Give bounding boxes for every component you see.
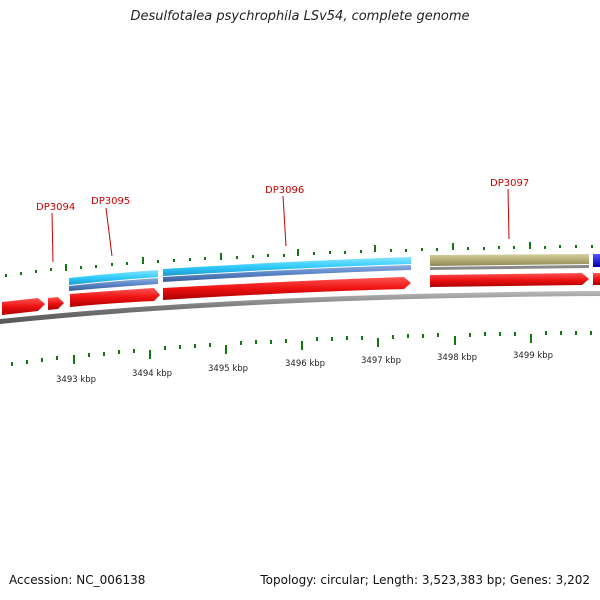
kbp-label-3495: 3495 kbp [208, 364, 248, 374]
feature-track-cyan [69, 257, 411, 285]
kbp-label-3496: 3496 kbp [285, 359, 325, 369]
cds-arrow [430, 273, 589, 287]
gene-label-dp3095: DP3095 [91, 196, 130, 207]
cds-arrow-track [2, 273, 600, 315]
kbp-label-3498: 3498 kbp [437, 353, 477, 363]
kbp-label-3494: 3494 kbp [132, 369, 172, 379]
inner-tick-ring [11, 331, 592, 366]
cds-arrow [48, 297, 64, 310]
feature-track-khaki [430, 254, 589, 270]
gene-label-dp3094: DP3094 [36, 202, 75, 213]
kbp-label-3499: 3499 kbp [513, 351, 553, 361]
cds-arrow [2, 298, 45, 315]
cds-arrow [163, 277, 411, 300]
cds-arrow [70, 288, 160, 307]
cds-arrow [593, 273, 600, 285]
gene-label-lines [51, 188, 510, 263]
gene-label-dp3096: DP3096 [265, 185, 304, 196]
kbp-label-3497: 3497 kbp [361, 356, 401, 366]
kbp-label-3493: 3493 kbp [56, 375, 96, 385]
accession-label: Accession: NC_006138 [9, 573, 146, 587]
topology-label: Topology: circular; Length: 3,523,383 bp… [260, 573, 590, 587]
feature-blue [593, 254, 600, 267]
map-title: Desulfotalea psychrophila LSv54, complet… [130, 9, 470, 24]
outer-tick-ring [5, 242, 593, 277]
gene-label-dp3097: DP3097 [490, 178, 529, 189]
feature-track-steel [69, 265, 411, 291]
genome-backbone [0, 291, 600, 324]
